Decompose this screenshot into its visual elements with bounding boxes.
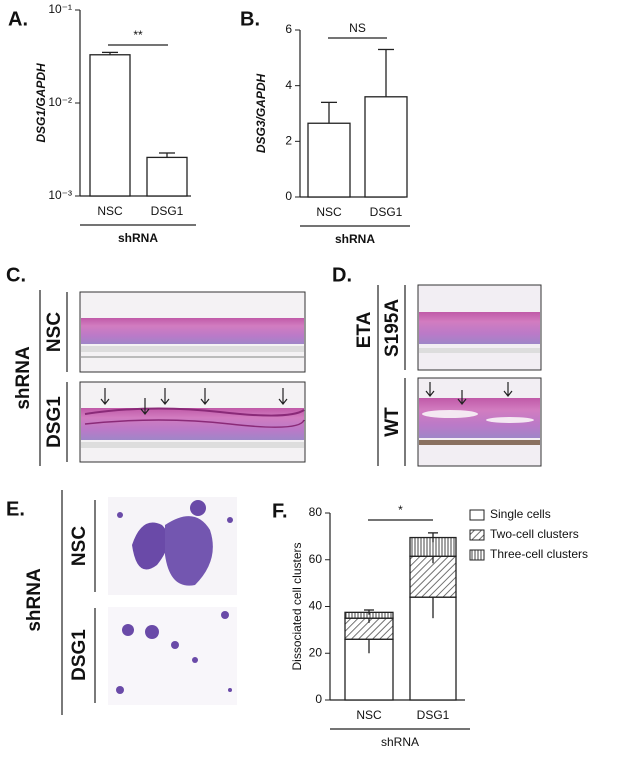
micrograph <box>108 497 237 595</box>
legend-label: Three-cell clusters <box>490 547 588 561</box>
micrograph <box>79 291 306 373</box>
row-label: WT <box>382 407 403 437</box>
y-tick-label: 2 <box>285 134 292 148</box>
y-axis-label: DSG3/GAPDH <box>254 73 268 153</box>
significance-label: ** <box>133 28 143 42</box>
y-tick-label: 80 <box>309 505 323 519</box>
bar <box>364 96 408 198</box>
x-tick-label: NSC <box>97 204 123 218</box>
x-tick-label: NSC <box>356 708 382 722</box>
x-tick-label: DSG1 <box>151 204 184 218</box>
bar <box>307 122 351 198</box>
y-tick-label: 20 <box>309 645 323 659</box>
bar <box>146 156 188 197</box>
panel-label: A. <box>8 8 28 30</box>
legend-swatch <box>469 549 485 561</box>
y-axis-label: Dissociated cell clusters <box>290 542 304 670</box>
x-axis-label: shRNA <box>381 735 419 749</box>
bar <box>89 54 131 197</box>
significance-label: * <box>398 503 403 517</box>
panel-c: C. shRNA NSC DSG1 <box>6 264 306 466</box>
y-tick-label: 60 <box>309 552 323 566</box>
significance-label: NS <box>349 21 366 35</box>
row-label: NSC <box>44 312 65 352</box>
x-tick-label: DSG1 <box>417 708 450 722</box>
micrograph <box>79 381 306 463</box>
x-axis-label: shRNA <box>335 232 375 246</box>
panel-label: F. <box>272 500 288 522</box>
panel-label: E. <box>6 498 25 520</box>
micrograph <box>417 377 542 467</box>
y-tick-label: 10⁻¹ <box>48 2 72 16</box>
panel-label: C. <box>6 264 26 286</box>
panel-label: D. <box>332 264 352 286</box>
panel-label: B. <box>240 8 260 30</box>
group-label: ETA <box>354 311 375 348</box>
y-tick-label: 6 <box>285 22 292 36</box>
charts: A. 10⁻³ 10⁻² 10⁻¹ DSG1/GAPDH NSC DSG1 shRNA ** B.… <box>8 2 588 749</box>
legend-swatch <box>469 509 485 521</box>
panel-d: D. ETA S195A WT <box>332 264 542 467</box>
micrograph <box>417 284 542 371</box>
y-tick-label: 0 <box>285 189 292 203</box>
row-label: DSG1 <box>69 629 90 681</box>
row-label: S195A <box>382 299 403 357</box>
y-axis-label: DSG1/GAPDH <box>34 63 48 143</box>
x-tick-label: NSC <box>316 205 342 219</box>
group-label: shRNA <box>13 346 34 410</box>
row-label: DSG1 <box>44 396 65 448</box>
panel-e: E. shRNA NSC DSG1 <box>6 490 237 715</box>
micrograph <box>108 607 237 705</box>
y-tick-label: 10⁻³ <box>48 188 72 202</box>
legend-swatch <box>469 529 485 541</box>
row-label: NSC <box>69 526 90 566</box>
group-label: shRNA <box>24 568 45 632</box>
legend-label: Two-cell clusters <box>490 527 579 541</box>
x-tick-label: DSG1 <box>370 205 403 219</box>
y-tick-label: 10⁻² <box>48 95 72 109</box>
legend-label: Single cells <box>490 507 551 521</box>
x-axis-label: shRNA <box>118 231 158 245</box>
y-tick-label: 40 <box>309 599 323 613</box>
y-tick-label: 4 <box>285 78 292 92</box>
y-tick-label: 0 <box>315 692 322 706</box>
